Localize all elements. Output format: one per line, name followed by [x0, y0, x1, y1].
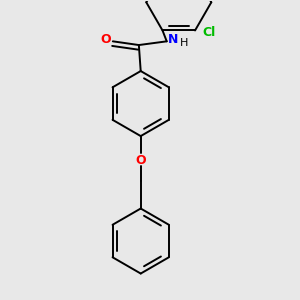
- Text: O: O: [135, 154, 146, 167]
- Text: N: N: [168, 33, 178, 46]
- Text: O: O: [100, 33, 111, 46]
- Text: H: H: [180, 38, 189, 48]
- Text: Cl: Cl: [202, 26, 216, 39]
